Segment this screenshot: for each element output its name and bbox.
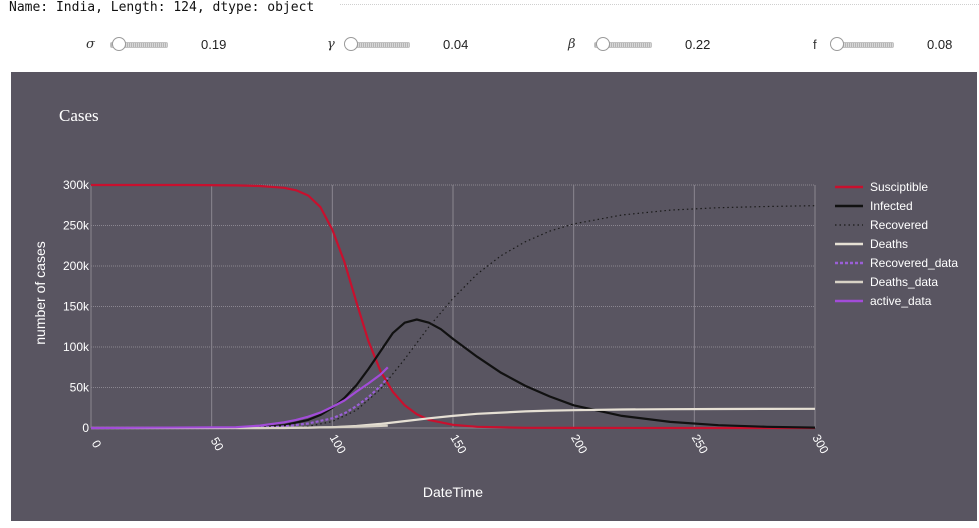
legend-item-recovered-data[interactable]: Recovered_data <box>835 256 958 270</box>
series-lines <box>90 183 816 430</box>
x-tick-label: 150 <box>447 432 469 457</box>
beta-slider-label: β <box>568 37 576 52</box>
legend-item-recovered[interactable]: Recovered <box>835 218 928 232</box>
sigma-slider: σ 0.19 <box>0 32 240 58</box>
chart-title: Cases <box>59 106 99 125</box>
gamma-slider-thumb[interactable] <box>344 37 358 51</box>
cases-chart: Cases 0 50k 100k 150k 200k 250k 300k 0 50 100 150 2… <box>32 106 958 500</box>
parameter-sliders: σ 0.19 γ 0.04 β 0.22 f 0.08 <box>0 32 979 58</box>
sigma-slider-track[interactable] <box>110 42 168 48</box>
series-line-active-data <box>90 366 389 430</box>
x-tick-label: 250 <box>689 432 711 457</box>
f-slider-label: f <box>813 37 817 52</box>
series-line-susciptible <box>91 183 815 430</box>
sigma-slider-thumb[interactable] <box>112 37 126 51</box>
y-tick-label: 200k <box>63 259 90 273</box>
legend-item-infected[interactable]: Infected <box>835 199 913 213</box>
series-info-output: Name: India, Length: 124, dtype: object <box>9 0 315 15</box>
series-line-recovered-data <box>91 377 389 430</box>
x-tick-label: 100 <box>327 432 349 457</box>
legend-label: Infected <box>870 199 913 213</box>
grid-lines <box>90 184 816 429</box>
chart-panel: Cases 0 50k 100k 150k 200k 250k 300k 0 50 100 150 2… <box>11 72 977 521</box>
f-slider: f 0.08 <box>0 32 979 58</box>
legend-item-deaths-data[interactable]: Deaths_data <box>835 275 938 289</box>
f-slider-track[interactable] <box>836 42 894 48</box>
x-tick-label: 200 <box>568 432 590 457</box>
legend-item-deaths[interactable]: Deaths <box>835 237 908 251</box>
f-slider-thumb[interactable] <box>830 37 844 51</box>
y-tick-label: 300k <box>63 178 90 192</box>
y-tick-label: 100k <box>63 340 90 354</box>
f-slider-value: 0.08 <box>927 37 953 52</box>
legend-label: Deaths <box>870 237 908 251</box>
legend-label: active_data <box>870 294 932 308</box>
y-tick-label: 150k <box>63 300 90 314</box>
cell-separator <box>340 4 979 5</box>
x-tick-label: 300 <box>809 432 831 457</box>
y-tick-label: 50k <box>70 381 90 395</box>
y-axis-label: number of cases <box>32 241 48 345</box>
series-line-deaths-data <box>91 424 388 430</box>
gamma-slider: γ 0.04 <box>0 32 480 58</box>
x-tick-label: 50 <box>208 435 227 454</box>
x-tick-label: 0 <box>89 438 105 451</box>
beta-slider-track[interactable] <box>594 42 652 48</box>
gamma-slider-value: 0.04 <box>443 37 469 52</box>
sigma-slider-value: 0.19 <box>201 37 227 52</box>
legend[interactable]: Susciptible Infected Recovered Deaths Recove… <box>835 180 958 308</box>
legend-item-susciptible[interactable]: Susciptible <box>835 180 928 194</box>
y-tick-label: 250k <box>63 219 90 233</box>
legend-label: Deaths_data <box>870 275 938 289</box>
legend-item-active-data[interactable]: active_data <box>835 294 932 308</box>
beta-slider-value: 0.22 <box>685 37 711 52</box>
sigma-slider-label: σ <box>86 37 95 52</box>
beta-slider: β 0.22 <box>0 32 720 58</box>
legend-label: Recovered_data <box>870 256 958 270</box>
series-line-infected <box>91 318 816 430</box>
x-axis-label: DateTime <box>423 484 483 500</box>
axis-ticks: 0 50k 100k 150k 200k 250k 300k 0 50 100 150 200 250 3… <box>63 178 832 456</box>
series-line-recovered <box>91 205 816 429</box>
legend-label: Recovered <box>870 218 928 232</box>
beta-slider-thumb[interactable] <box>596 37 610 51</box>
legend-label: Susciptible <box>870 180 928 194</box>
gamma-slider-label: γ <box>327 37 335 52</box>
y-tick-label: 0 <box>82 421 89 435</box>
